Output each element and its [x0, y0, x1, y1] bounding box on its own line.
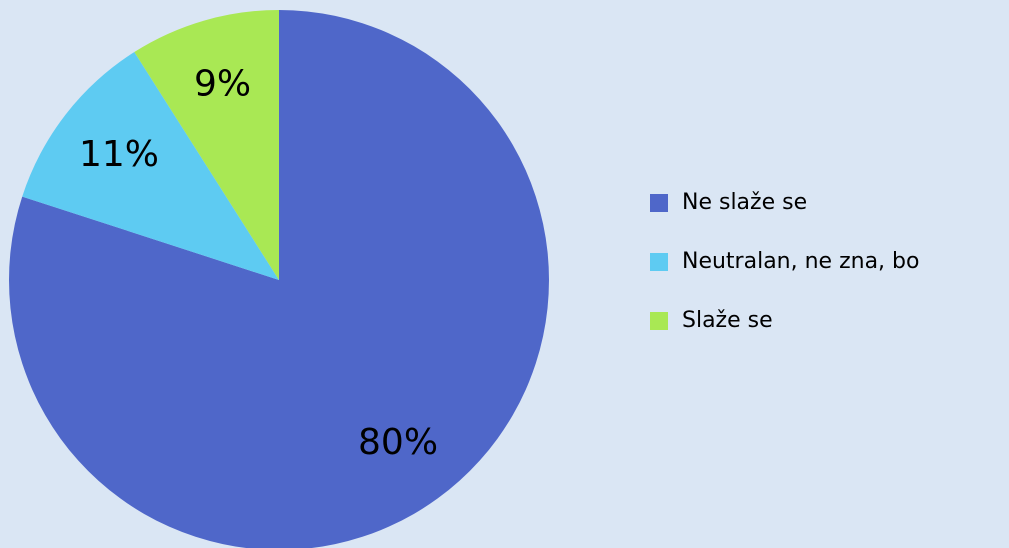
value-label: 11% — [79, 134, 159, 175]
value-label: 80% — [358, 422, 438, 463]
legend-swatch — [650, 253, 668, 271]
legend-label: Ne slaže se — [682, 190, 807, 215]
legend-swatch — [650, 194, 668, 212]
legend-label: Neutralan, ne zna, bo — [682, 249, 919, 274]
legend-swatch — [650, 312, 668, 330]
value-label: 9% — [194, 64, 251, 105]
legend-label: Slaže se — [682, 308, 773, 333]
pie-slice — [22, 52, 279, 280]
pie-slice — [134, 10, 279, 280]
pie-slice — [9, 10, 549, 548]
